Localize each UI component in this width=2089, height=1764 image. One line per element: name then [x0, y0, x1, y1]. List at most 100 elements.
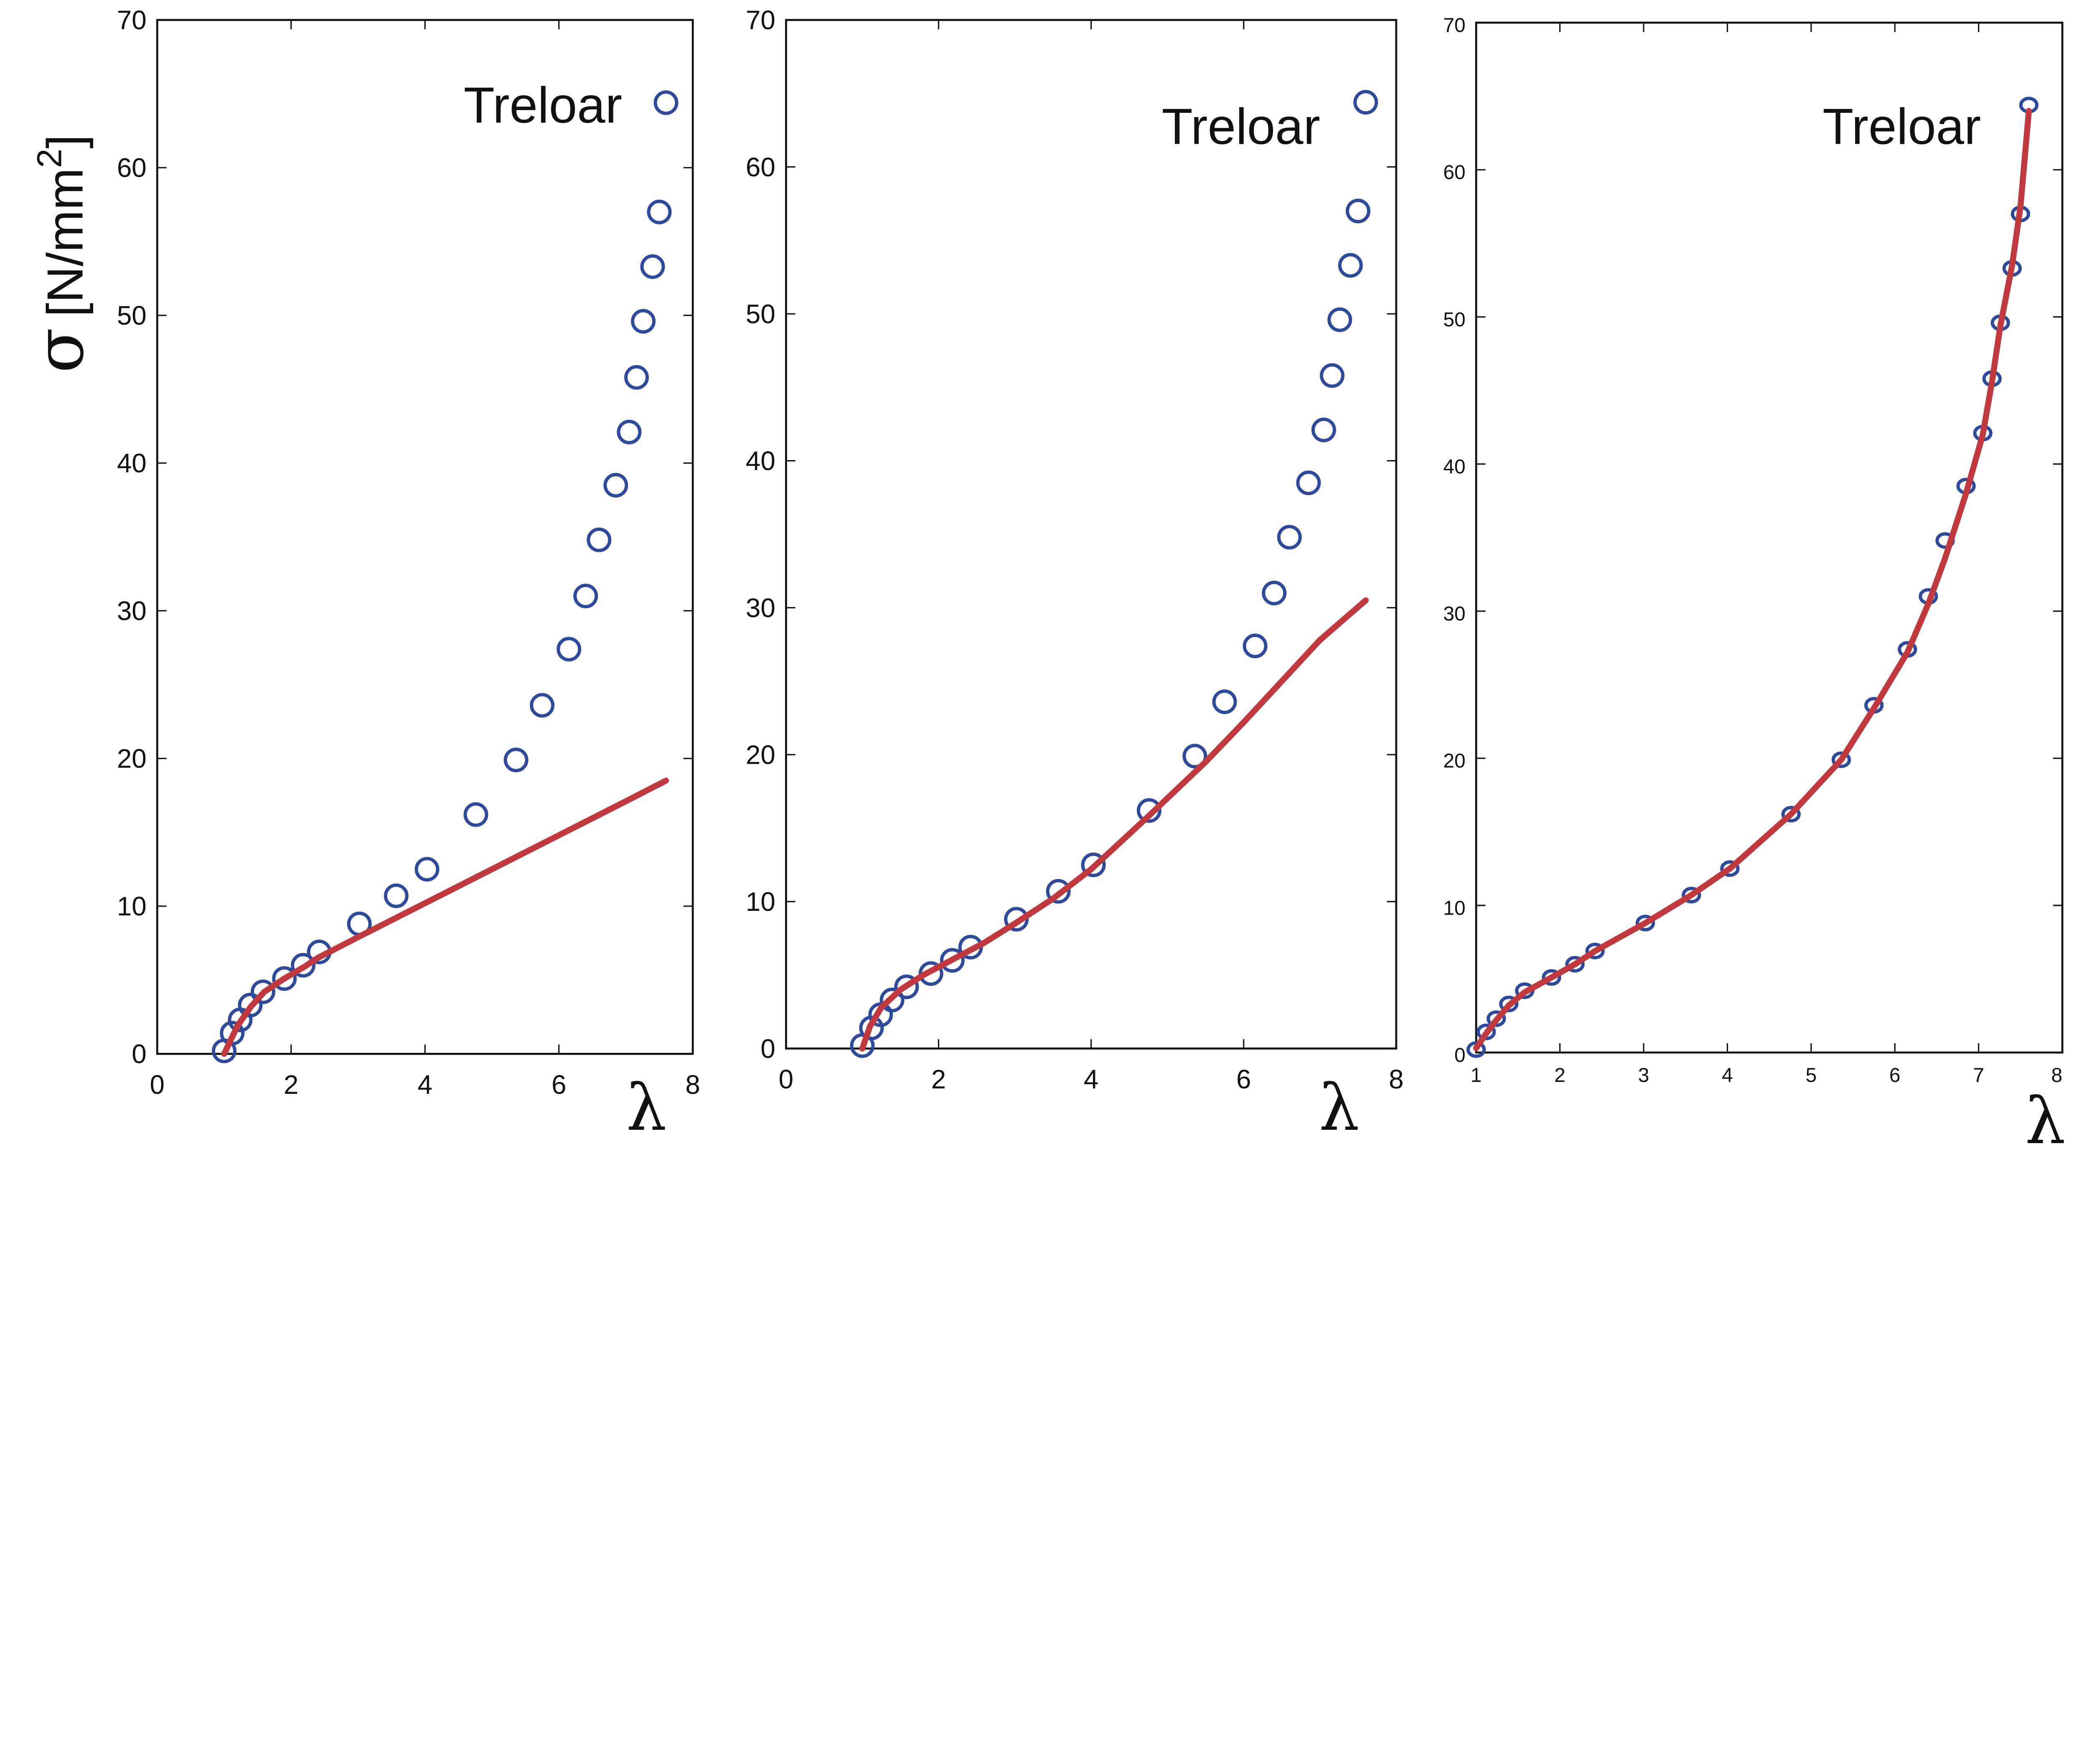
data-point [603, 473, 628, 498]
x-tick-label: 3 [1638, 1064, 1649, 1086]
x-tick-label: 1 [1471, 1064, 1482, 1086]
data-point [647, 199, 672, 224]
x-tick-label: 7 [1973, 1064, 1984, 1086]
x-tick-label: 8 [2051, 1064, 2063, 1086]
data-point [1781, 806, 1801, 823]
data-point [1346, 198, 1371, 224]
y-tick-label: 40 [117, 448, 147, 478]
y-axis-unit: [N/mm [37, 168, 94, 317]
x-tick-label: 4 [1722, 1064, 1733, 1086]
y-tick-label: 50 [117, 300, 147, 330]
y-tick-label: 50 [746, 299, 775, 329]
data-point [414, 857, 440, 882]
data-point [1182, 744, 1207, 769]
data-point [1353, 90, 1378, 115]
data-point [1585, 943, 1605, 960]
data-point [1635, 915, 1655, 932]
data-point [940, 948, 965, 973]
data-point [1212, 689, 1237, 714]
x-tick-label: 5 [1806, 1064, 1817, 1086]
data-point [1046, 879, 1071, 904]
x-tick-label: 2 [284, 1070, 298, 1100]
y-tick-label: 70 [1443, 15, 1465, 37]
x-tick-label: 6 [1889, 1064, 1901, 1086]
x-axis-label: λ [2025, 1084, 2066, 1159]
y-tick-label: 50 [1443, 309, 1465, 331]
y-tick-label: 0 [132, 1039, 146, 1069]
data-point [1311, 417, 1336, 442]
data-point [1277, 525, 1302, 550]
data-point [1831, 751, 1851, 768]
panel-2: 0 2 4 6 8 0 10 20 30 40 50 60 70 Treloar λ [746, 5, 1404, 1145]
data-point [1499, 995, 1519, 1012]
x-tick-label: 0 [779, 1064, 793, 1094]
x-tick-label: 0 [150, 1070, 165, 1100]
x-tick-label: 4 [1084, 1064, 1098, 1094]
data-point [384, 883, 409, 908]
data-point [1720, 860, 1740, 877]
data-point [1319, 363, 1344, 388]
treloar-annotation: Treloar [1822, 98, 1981, 155]
y-tick-label: 10 [117, 891, 147, 921]
data-point [894, 974, 919, 999]
y-axis-unit-close: ] [37, 135, 94, 149]
data-point [1542, 969, 1561, 986]
data-point [530, 693, 555, 718]
data-point [631, 309, 656, 334]
data-point [238, 993, 263, 1018]
data-point [879, 988, 905, 1013]
y-tick-label: 20 [117, 744, 147, 774]
y-tick-label: 40 [1443, 456, 1465, 478]
data-point [1338, 253, 1363, 278]
y-tick-label: 60 [1443, 162, 1465, 184]
treloar-annotation: Treloar [1162, 98, 1320, 155]
data-point [1327, 307, 1352, 332]
data-point [1682, 887, 1701, 904]
y-tick-label: 0 [1454, 1044, 1466, 1066]
x-tick-label: 8 [1389, 1064, 1403, 1094]
y-tick-label: 10 [1443, 897, 1465, 919]
y-tick-label: 70 [117, 5, 147, 35]
data-point [1136, 798, 1161, 823]
x-tick-label: 2 [1554, 1064, 1565, 1086]
y-axis-label: σ [N/mm2] [21, 135, 99, 373]
y-tick-label: 0 [760, 1034, 775, 1064]
data-point [653, 90, 679, 115]
data-point [573, 583, 598, 608]
data-point [587, 527, 612, 552]
x-tick-label: 4 [417, 1070, 432, 1100]
data-point [1565, 956, 1585, 973]
x-axis-label: λ [1319, 1071, 1360, 1145]
data-point [272, 966, 297, 991]
y-tick-label: 10 [746, 887, 775, 917]
x-tick-label: 2 [931, 1064, 946, 1094]
y-tick-label: 60 [746, 152, 775, 182]
x-tick-label: 6 [1236, 1064, 1251, 1094]
data-point [503, 747, 529, 773]
data-point [250, 979, 275, 1004]
y-tick-label: 20 [1443, 750, 1465, 772]
y-axis-unit-exponent: 2 [30, 149, 69, 168]
y-tick-label: 40 [746, 446, 775, 476]
data-point [291, 953, 316, 978]
plot-frame [156, 19, 694, 1055]
data-point [1081, 852, 1106, 877]
y-tick-label: 60 [117, 153, 147, 183]
y-tick-label: 30 [1443, 603, 1465, 625]
x-tick-label: 8 [685, 1070, 700, 1100]
x-tick-label: 6 [551, 1070, 566, 1100]
y-tick-label: 70 [746, 5, 775, 35]
data-point [557, 637, 582, 662]
data-point [624, 365, 649, 390]
data-point [1243, 633, 1268, 658]
panel-1: 0 2 4 6 8 0 10 20 30 40 50 60 70 Treloar λ [117, 5, 700, 1145]
y-tick-label: 30 [117, 596, 147, 626]
data-point [1487, 1010, 1506, 1027]
x-axis-label: λ [626, 1071, 667, 1145]
y-tick-label: 30 [746, 593, 775, 623]
data-point [463, 802, 488, 827]
data-point [1262, 580, 1287, 605]
data-point [640, 254, 665, 279]
treloar-annotation: Treloar [464, 76, 622, 133]
